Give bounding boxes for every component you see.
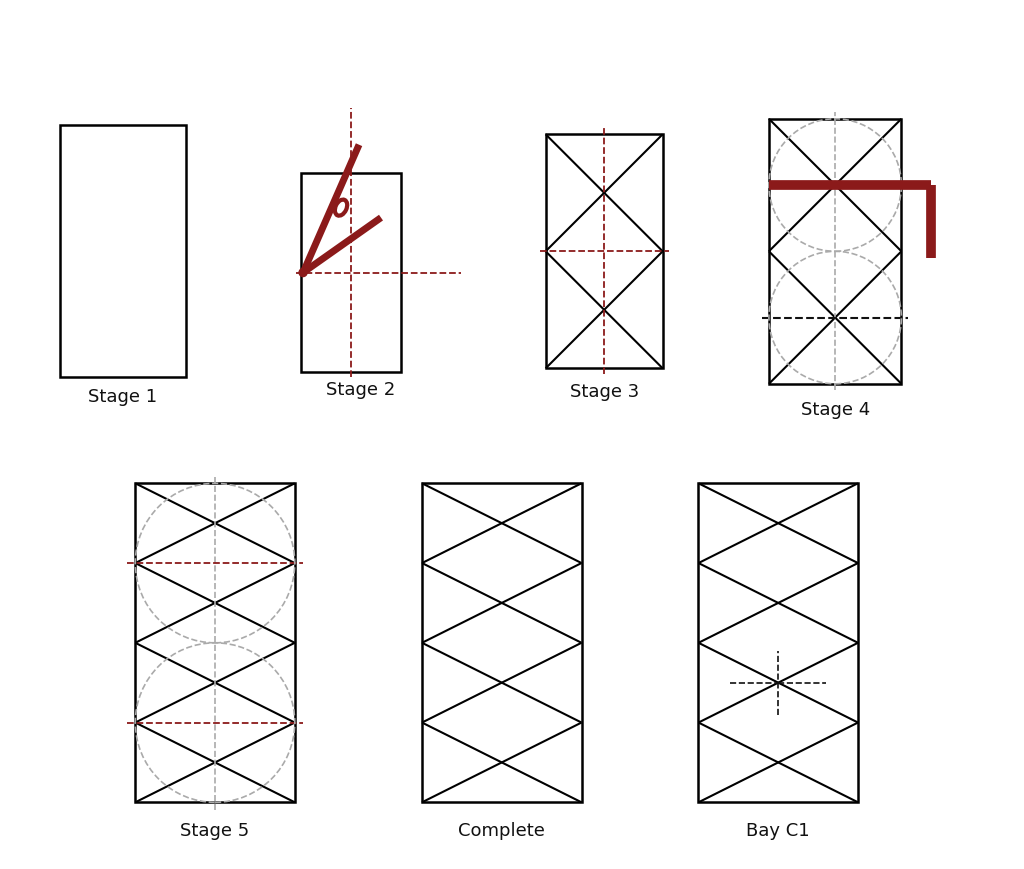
- Text: Stage 5: Stage 5: [180, 821, 250, 839]
- Text: Stage 3: Stage 3: [569, 383, 639, 401]
- Text: Stage 2: Stage 2: [327, 381, 395, 399]
- Text: Stage 1: Stage 1: [88, 388, 158, 406]
- Text: Stage 4: Stage 4: [801, 401, 869, 418]
- Text: Complete: Complete: [459, 821, 545, 839]
- Circle shape: [299, 269, 307, 277]
- Text: Bay C1: Bay C1: [746, 821, 810, 839]
